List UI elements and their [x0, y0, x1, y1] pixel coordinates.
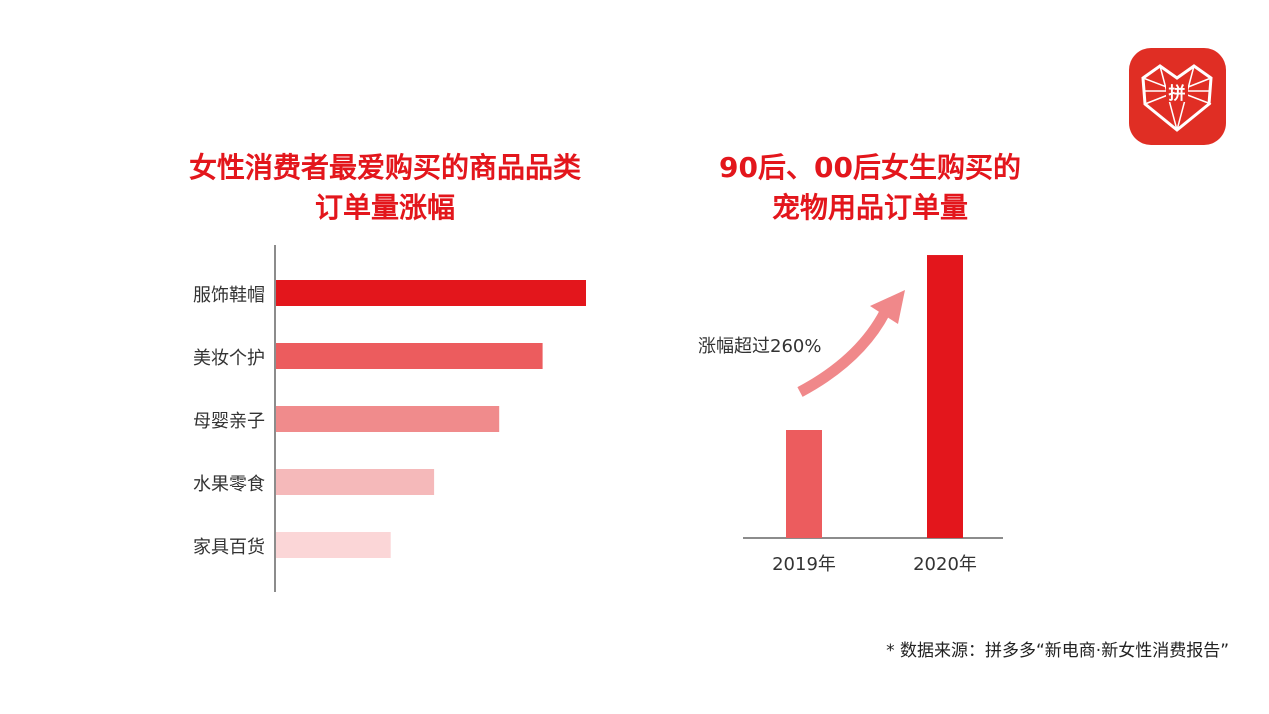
- year-bar-1: [927, 255, 963, 539]
- left-title-line-2: 订单量涨幅: [314, 191, 455, 224]
- logo-text: 拼: [1169, 83, 1186, 104]
- footnote: * 数据来源：拼多多“新电商·新女性消费报告”: [886, 641, 1229, 661]
- growth-arrow-head: [870, 290, 905, 324]
- category-label: 家具百货: [193, 537, 265, 558]
- right-title-line-1: 90后、00后女生购买的: [719, 151, 1021, 184]
- category-label: 美妆个护: [193, 348, 265, 369]
- year-bar-0: [786, 430, 822, 538]
- bar-4: [276, 532, 391, 558]
- category-label: 水果零食: [193, 474, 265, 495]
- bar-3: [276, 469, 435, 495]
- logo-center: [1166, 82, 1188, 102]
- year-label: 2019年: [772, 554, 836, 575]
- growth-annotation: 涨幅超过260%: [698, 336, 822, 357]
- category-label: 母婴亲子: [193, 411, 265, 432]
- left-chart-title: 女性消费者最爱购买的商品品类 订单量涨幅: [150, 148, 620, 228]
- right-title-line-2: 宠物用品订单量: [771, 191, 968, 224]
- left-title-line-1: 女性消费者最爱购买的商品品类: [188, 151, 581, 184]
- growth-arrow-shaft: [797, 309, 890, 397]
- logo: 拼: [1129, 48, 1226, 145]
- category-label: 服饰鞋帽: [193, 285, 265, 306]
- bar-0: [276, 280, 586, 306]
- right-chart-title: 90后、00后女生购买的 宠物用品订单量: [680, 148, 1060, 228]
- bar-2: [276, 406, 500, 432]
- year-label: 2020年: [913, 554, 977, 575]
- bar-1: [276, 343, 543, 369]
